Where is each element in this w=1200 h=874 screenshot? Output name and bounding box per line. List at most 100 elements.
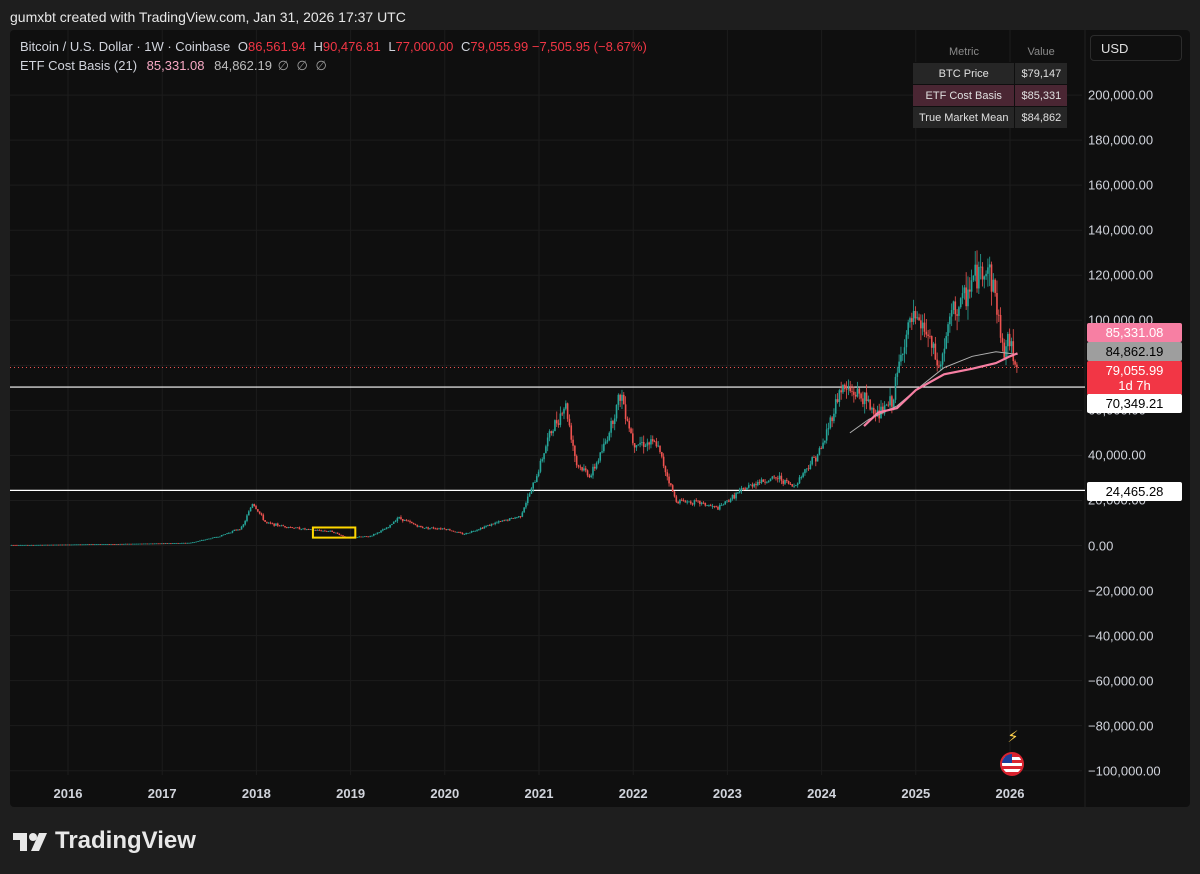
candle-body — [291, 527, 294, 528]
flash-icon[interactable]: ⚡ — [1007, 729, 1019, 746]
candle-body — [666, 472, 669, 477]
candle-body — [106, 544, 109, 545]
candle-body — [479, 527, 482, 530]
candle-body — [401, 518, 404, 521]
candle-body — [568, 418, 571, 426]
candle-body — [722, 504, 725, 506]
candle-body — [733, 494, 736, 499]
candle-body — [661, 452, 663, 457]
candle-body — [267, 522, 270, 524]
candle-body — [577, 465, 580, 467]
candle-body — [52, 544, 54, 546]
candle-body — [541, 459, 544, 461]
candle-body — [503, 520, 506, 522]
candle-body — [220, 535, 223, 537]
candle-body — [1016, 364, 1018, 368]
candle-body — [633, 443, 636, 448]
candle-body — [445, 529, 448, 530]
price-chart[interactable] — [10, 30, 1190, 807]
candle-body — [497, 521, 500, 523]
candle-body — [778, 475, 781, 479]
candle-body — [164, 543, 167, 545]
candle-body — [382, 529, 384, 531]
candle-body — [425, 527, 428, 529]
candle-body — [671, 485, 674, 492]
candle-body — [891, 396, 893, 407]
candle-body — [266, 521, 268, 523]
candle-body — [79, 544, 82, 546]
candle-body — [331, 530, 333, 533]
candle-body — [184, 542, 187, 544]
candle-body — [976, 264, 978, 289]
candle-body — [463, 534, 466, 536]
candle-body — [309, 529, 312, 530]
candle-body — [199, 540, 201, 542]
candle-body — [630, 428, 632, 434]
candle-body — [376, 532, 379, 534]
candle-body — [746, 487, 748, 490]
candle-body — [193, 541, 196, 543]
candle-body — [523, 507, 525, 513]
candle-body — [680, 499, 683, 501]
candle-body — [372, 533, 375, 536]
candle-body — [25, 544, 27, 546]
candle-body — [48, 544, 51, 546]
candle-body — [137, 543, 140, 545]
table-row: True Market Mean $84,862 — [913, 106, 1068, 128]
candle-body — [485, 525, 487, 527]
candle-body — [141, 543, 143, 545]
chart-panel[interactable]: Bitcoin / U.S. Dollar · 1W · Coinbase O8… — [10, 30, 1190, 807]
candle-body — [10, 544, 13, 546]
candle-body — [720, 505, 723, 506]
candle-body — [635, 445, 638, 448]
candle-body — [278, 525, 281, 527]
candle-body — [159, 543, 161, 545]
candle-body — [1010, 341, 1013, 347]
candle-body — [825, 429, 828, 441]
candle-body — [592, 466, 594, 476]
candle-body — [191, 542, 194, 544]
true-market-mean-price-label: 84,862.19 — [1087, 342, 1182, 361]
candle-body — [780, 475, 783, 481]
candle-body — [539, 460, 542, 472]
x-tick-label: 2022 — [618, 786, 648, 801]
candle-body — [548, 431, 551, 438]
candle-body — [447, 529, 449, 531]
candle-body — [369, 536, 371, 537]
candle-body — [155, 543, 158, 545]
candle-body — [530, 488, 533, 494]
candle-body — [865, 392, 868, 402]
currency-button[interactable]: USD — [1090, 35, 1182, 61]
candle-body — [657, 445, 659, 447]
candle-body — [773, 476, 775, 478]
candle-body — [488, 525, 491, 526]
candle-body — [275, 523, 277, 526]
candle-body — [238, 529, 241, 531]
candle-body — [684, 501, 687, 503]
candle-body — [50, 544, 53, 546]
chart-credit: gumxbt created with TradingView.com, Jan… — [10, 9, 406, 25]
candle-body — [104, 544, 107, 545]
candle-body — [845, 388, 848, 390]
tradingview-brand: TradingView — [55, 827, 196, 854]
candle-body — [39, 544, 42, 546]
candle-body — [340, 534, 342, 536]
candle-body — [75, 544, 78, 546]
candle-body — [791, 484, 794, 487]
close-label: C — [461, 39, 471, 54]
candle-body — [443, 528, 446, 530]
us-flag-icon[interactable] — [1000, 752, 1024, 776]
candle-body — [889, 396, 891, 406]
value-cell: $85,331 — [1014, 84, 1068, 107]
high-label: H — [313, 39, 323, 54]
candle-body — [287, 527, 290, 528]
indicator-legend[interactable]: ETF Cost Basis (21) 85,331.08 84,862.19 … — [20, 58, 329, 74]
candle-body — [61, 544, 64, 546]
candle-body — [251, 504, 254, 508]
candle-body — [217, 536, 219, 538]
candle-body — [642, 442, 645, 447]
candle-body — [843, 384, 846, 389]
candle-body — [153, 543, 156, 545]
candle-body — [967, 289, 969, 307]
candle-body — [604, 441, 607, 444]
